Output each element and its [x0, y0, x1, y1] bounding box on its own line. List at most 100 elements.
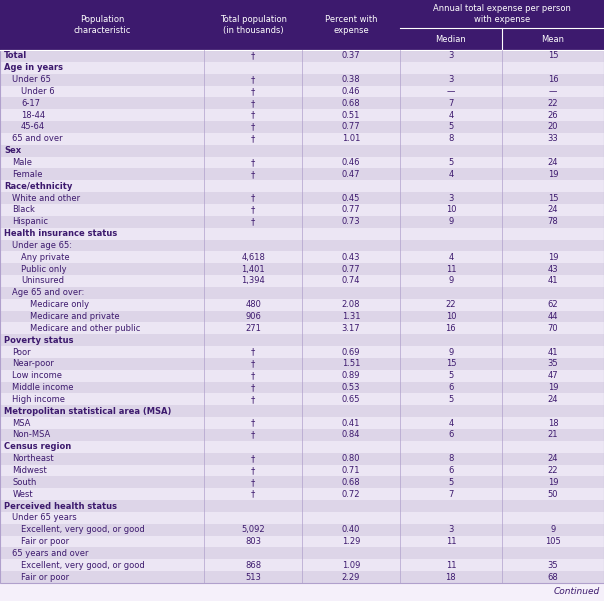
Text: Race/ethnicity: Race/ethnicity	[4, 182, 72, 191]
Bar	[0, 465, 604, 477]
Text: 0.77: 0.77	[342, 206, 360, 215]
Text: 70: 70	[548, 324, 558, 333]
Text: Under 65 years: Under 65 years	[13, 513, 77, 522]
Text: 33: 33	[548, 135, 558, 143]
Text: 4: 4	[448, 111, 454, 120]
Text: Under age 65:: Under age 65:	[13, 241, 72, 250]
Text: Perceived health status: Perceived health status	[4, 501, 117, 510]
Text: 18: 18	[548, 419, 558, 427]
Text: Female: Female	[13, 170, 43, 179]
Text: 24: 24	[548, 454, 558, 463]
Text: 22: 22	[548, 466, 558, 475]
Text: 3: 3	[448, 194, 454, 203]
Text: Excellent, very good, or good: Excellent, very good, or good	[21, 561, 145, 570]
Text: 26: 26	[548, 111, 558, 120]
Text: 65 years and over: 65 years and over	[13, 549, 89, 558]
Bar	[0, 535, 604, 548]
Text: 35: 35	[548, 359, 558, 368]
Text: Non-MSA: Non-MSA	[13, 430, 51, 439]
Text: †: †	[251, 87, 255, 96]
Text: Percent with
expense: Percent with expense	[325, 15, 377, 35]
Text: Middle income: Middle income	[13, 383, 74, 392]
Text: 0.77: 0.77	[342, 123, 360, 132]
Text: White and other: White and other	[13, 194, 80, 203]
Text: Near-poor: Near-poor	[13, 359, 54, 368]
Text: 0.68: 0.68	[342, 478, 360, 487]
Text: Median: Median	[435, 34, 466, 43]
Text: 0.40: 0.40	[342, 525, 360, 534]
Text: Medicare and private: Medicare and private	[30, 312, 119, 321]
Text: 3: 3	[448, 52, 454, 61]
Bar	[0, 216, 604, 228]
Text: 0.53: 0.53	[342, 383, 360, 392]
Text: 24: 24	[548, 395, 558, 404]
Text: 4: 4	[448, 419, 454, 427]
Text: 7: 7	[448, 490, 454, 499]
Text: 0.89: 0.89	[342, 371, 360, 380]
Text: 0.69: 0.69	[342, 347, 360, 356]
Bar	[0, 405, 604, 417]
Text: 44: 44	[548, 312, 558, 321]
Bar	[0, 180, 604, 192]
Text: 1.01: 1.01	[342, 135, 360, 143]
Bar	[0, 50, 604, 583]
Text: 271: 271	[245, 324, 261, 333]
Bar	[0, 121, 604, 133]
Text: 9: 9	[550, 525, 556, 534]
Text: 11: 11	[446, 264, 456, 273]
Bar	[0, 524, 604, 535]
Text: 4,618: 4,618	[241, 253, 265, 262]
Text: †: †	[251, 395, 255, 404]
Bar	[0, 358, 604, 370]
Text: 11: 11	[446, 537, 456, 546]
Text: 1.51: 1.51	[342, 359, 360, 368]
Text: 2.29: 2.29	[342, 573, 360, 582]
Text: 5: 5	[448, 158, 454, 167]
Bar	[0, 168, 604, 180]
Bar	[0, 50, 604, 62]
Text: †: †	[251, 359, 255, 368]
Text: 0.51: 0.51	[342, 111, 360, 120]
Text: 45-64: 45-64	[21, 123, 45, 132]
Text: Poor: Poor	[13, 347, 31, 356]
Text: 9: 9	[448, 347, 454, 356]
Bar	[0, 157, 604, 168]
Text: 18: 18	[446, 573, 456, 582]
Text: 0.80: 0.80	[342, 454, 360, 463]
Text: South: South	[13, 478, 37, 487]
Text: †: †	[251, 430, 255, 439]
Text: 16: 16	[446, 324, 456, 333]
Text: 4: 4	[448, 170, 454, 179]
Text: 6: 6	[448, 383, 454, 392]
Text: 18-44: 18-44	[21, 111, 45, 120]
Text: 0.45: 0.45	[342, 194, 360, 203]
Text: 1.09: 1.09	[342, 561, 360, 570]
Text: Sex: Sex	[4, 146, 21, 155]
Text: 9: 9	[448, 276, 454, 285]
Text: —: —	[447, 87, 455, 96]
Text: 0.68: 0.68	[342, 99, 360, 108]
Bar	[0, 204, 604, 216]
Text: †: †	[251, 490, 255, 499]
Text: 65 and over: 65 and over	[13, 135, 63, 143]
Text: †: †	[251, 347, 255, 356]
Text: 5: 5	[448, 478, 454, 487]
Text: Continued: Continued	[554, 588, 600, 597]
Text: †: †	[251, 158, 255, 167]
Bar	[0, 322, 604, 334]
Text: Black: Black	[13, 206, 36, 215]
Bar	[0, 228, 604, 240]
Text: Total: Total	[4, 52, 27, 61]
Text: 22: 22	[446, 300, 456, 309]
Text: 2.08: 2.08	[342, 300, 360, 309]
Text: 513: 513	[245, 573, 261, 582]
Text: Census region: Census region	[4, 442, 71, 451]
Text: Northeast: Northeast	[13, 454, 54, 463]
Text: 868: 868	[245, 561, 261, 570]
Text: 41: 41	[548, 276, 558, 285]
Bar	[0, 263, 604, 275]
Text: 1.29: 1.29	[342, 537, 360, 546]
Text: Hispanic: Hispanic	[13, 217, 48, 226]
Text: 0.74: 0.74	[342, 276, 360, 285]
Text: †: †	[251, 383, 255, 392]
